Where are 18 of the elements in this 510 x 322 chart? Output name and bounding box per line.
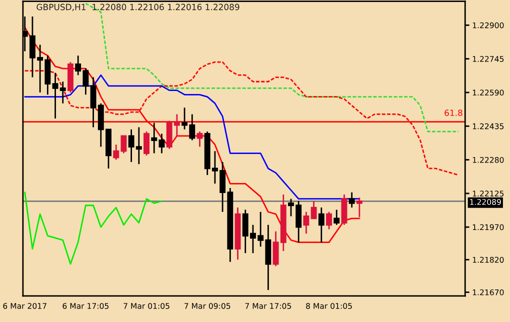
candlestick xyxy=(68,61,74,94)
candlestick xyxy=(348,192,355,208)
chart-title: GBPUSD,H1 1.22080 1.22106 1.22016 1.22089 xyxy=(36,4,240,12)
annotation: 61.8 xyxy=(444,110,462,116)
candlestick xyxy=(52,72,58,120)
candlestick xyxy=(196,130,203,148)
candlestick xyxy=(234,206,241,260)
candlestick xyxy=(144,130,150,156)
candlestick xyxy=(318,206,324,243)
candlestick xyxy=(341,194,348,226)
candlestick xyxy=(334,209,340,226)
candlestick xyxy=(356,196,362,218)
line-series xyxy=(24,192,162,265)
candlestick xyxy=(326,211,332,230)
line-series xyxy=(24,74,360,200)
candlestick xyxy=(303,211,310,234)
candlestick xyxy=(60,80,66,104)
candlestick xyxy=(310,200,317,220)
